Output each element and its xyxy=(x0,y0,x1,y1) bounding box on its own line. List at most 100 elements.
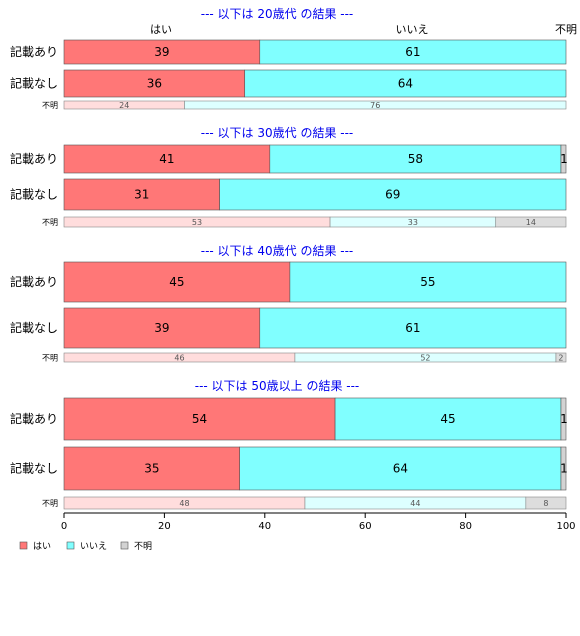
data-label: 1 xyxy=(560,462,568,476)
bar-segment-unknown xyxy=(560,397,567,441)
bar-segment-no xyxy=(219,178,567,211)
x-tick-label: 40 xyxy=(258,521,271,532)
bar-row: 不明 48 44 8 xyxy=(42,496,567,510)
legend-item-unknown: 不明 xyxy=(120,541,152,552)
bar-row: 記載なし 39 61 xyxy=(10,307,567,349)
x-tick-label: 0 xyxy=(61,521,67,532)
bar-row: 記載あり 41 58 1 xyxy=(10,144,568,174)
legend-label: はい xyxy=(33,541,51,552)
panel-title: --- 以下は 50歳以上 の結果 --- xyxy=(195,379,360,393)
bar-segment-no xyxy=(244,69,567,98)
bar-row: 記載あり 39 61 xyxy=(10,39,567,65)
column-header-no: いいえ xyxy=(396,23,429,36)
data-label: 36 xyxy=(147,77,162,91)
row-label: 記載なし xyxy=(10,461,58,476)
bar-segment-yes xyxy=(63,178,220,211)
data-label: 46 xyxy=(174,354,184,363)
bar-row: 不明 24 76 xyxy=(42,100,567,110)
bar-segment-no xyxy=(259,39,567,65)
data-label: 53 xyxy=(192,218,202,227)
bar-segment-yes xyxy=(63,261,291,303)
legend-swatch xyxy=(120,541,129,550)
bar-segment-yes xyxy=(63,397,336,441)
data-label: 45 xyxy=(440,412,455,426)
panel-2: --- 以下は 30歳代 の結果 --- 記載あり 41 58 1 記載なし 31 69 不明 5… xyxy=(10,126,568,228)
data-label: 2 xyxy=(558,354,563,363)
x-tick-label: 80 xyxy=(459,521,472,532)
bar-segment-unknown xyxy=(560,144,567,174)
data-label: 39 xyxy=(154,45,169,59)
data-label: 41 xyxy=(159,152,174,166)
data-label: 8 xyxy=(543,499,548,508)
data-label: 1 xyxy=(560,412,568,426)
legend-label: いいえ xyxy=(80,541,107,552)
bar-row: 記載なし 35 64 1 xyxy=(10,446,568,491)
legend-swatch xyxy=(19,541,28,550)
data-label: 55 xyxy=(420,275,435,289)
data-label: 39 xyxy=(154,321,169,335)
column-header-yes: はい xyxy=(150,23,172,36)
x-tick-label: 20 xyxy=(158,521,171,532)
row-label: 不明 xyxy=(42,101,58,110)
row-label: 不明 xyxy=(42,218,58,227)
bar-segment-no xyxy=(289,261,567,303)
bar-segment-yes xyxy=(63,307,261,349)
bar-segment-yes xyxy=(63,69,246,98)
data-label: 61 xyxy=(405,321,420,335)
bar-row: 記載なし 36 64 xyxy=(10,69,567,98)
column-headers: はい いいえ 不明 xyxy=(150,23,577,36)
data-label: 58 xyxy=(408,152,423,166)
data-label: 33 xyxy=(408,218,418,227)
data-label: 44 xyxy=(410,499,420,508)
data-label: 48 xyxy=(179,499,189,508)
bar-segment-yes xyxy=(63,144,271,174)
bar-segment-unknown xyxy=(555,352,567,363)
data-label: 1 xyxy=(560,152,568,166)
legend-item-yes: はい xyxy=(19,541,51,552)
panel-title: --- 以下は 40歳代 の結果 --- xyxy=(201,244,354,258)
panel-title: --- 以下は 30歳代 の結果 --- xyxy=(201,126,354,140)
x-axis: 0 20 40 60 80 100 xyxy=(61,512,576,532)
panel-title: --- 以下は 20歳代 の結果 --- xyxy=(201,7,354,21)
data-label: 45 xyxy=(169,275,184,289)
panel-3: --- 以下は 40歳代 の結果 --- 記載あり 45 55 記載なし 39 61 不明 46… xyxy=(10,244,567,363)
row-label: 不明 xyxy=(42,499,58,508)
data-label: 64 xyxy=(398,77,413,91)
row-label: 記載あり xyxy=(10,44,58,59)
panel-4: --- 以下は 50歳以上 の結果 --- 記載あり 54 45 1 記載なし 35 64 1 不… xyxy=(10,379,568,510)
panel-1: --- 以下は 20歳代 の結果 --- 記載あり 39 61 記載なし 36 64 不明 24… xyxy=(10,7,567,110)
x-tick-label: 100 xyxy=(556,521,575,532)
row-label: 記載あり xyxy=(10,274,58,289)
data-label: 61 xyxy=(405,45,420,59)
row-label: 記載なし xyxy=(10,76,58,91)
column-header-unknown: 不明 xyxy=(555,23,577,36)
legend: はい いいえ 不明 xyxy=(19,541,152,552)
row-label: 記載なし xyxy=(10,187,58,202)
data-label: 35 xyxy=(144,462,159,476)
legend-label: 不明 xyxy=(134,541,152,552)
bar-segment-no xyxy=(239,446,562,491)
bar-row: 記載なし 31 69 xyxy=(10,178,567,211)
bar-segment-no xyxy=(259,307,567,349)
row-label: 記載あり xyxy=(10,411,58,426)
bar-row: 不明 53 33 14 xyxy=(42,216,567,228)
data-label: 24 xyxy=(119,101,129,110)
bar-segment-no xyxy=(184,100,567,110)
bar-segment-yes xyxy=(63,39,261,65)
legend-item-no: いいえ xyxy=(66,541,107,552)
row-label: 不明 xyxy=(42,354,58,363)
data-label: 76 xyxy=(370,101,380,110)
bar-row: 不明 46 52 2 xyxy=(42,352,567,363)
data-label: 69 xyxy=(385,188,400,202)
bar-segment-no xyxy=(334,397,562,441)
legend-swatch xyxy=(66,541,75,550)
bar-row: 記載あり 54 45 1 xyxy=(10,397,568,441)
row-label: 記載なし xyxy=(10,320,58,335)
bar-segment-no xyxy=(269,144,562,174)
row-label: 記載あり xyxy=(10,151,58,166)
data-label: 52 xyxy=(420,354,430,363)
x-tick-label: 60 xyxy=(359,521,372,532)
bar-row: 記載あり 45 55 xyxy=(10,261,567,303)
data-label: 31 xyxy=(134,188,149,202)
